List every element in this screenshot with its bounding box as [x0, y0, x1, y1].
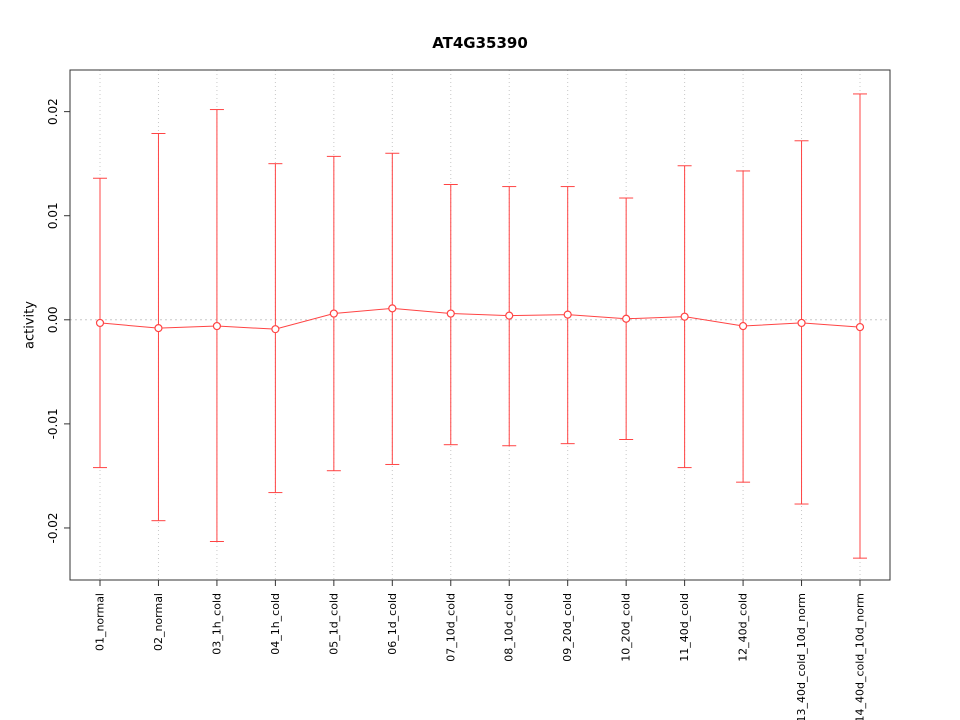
- y-tick-label: 0.01: [46, 202, 60, 229]
- x-tick-label: 05_1d_cold: [327, 593, 340, 655]
- mean-point: [622, 314, 631, 323]
- x-tick-label: 07_10d_cold: [444, 593, 457, 662]
- mean-point: [505, 311, 514, 320]
- x-tick-label: 09_20d_cold: [561, 593, 574, 662]
- mean-point: [797, 318, 806, 328]
- mean-point: [563, 310, 572, 319]
- x-tick-label: 14_40d_cold_10d_norm: [854, 593, 867, 720]
- mean-point: [95, 318, 105, 328]
- x-tick-label: 04_1h_cold: [269, 593, 282, 655]
- y-tick-label: 0.00: [46, 306, 60, 333]
- mean-point: [446, 309, 455, 318]
- chart-title: AT4G35390: [432, 34, 528, 52]
- x-tick-label: 03_1h_cold: [210, 593, 223, 655]
- mean-point: [680, 312, 689, 321]
- x-tick-label: 13_40d_cold_10d_norm: [795, 593, 808, 720]
- x-tick-label: 01_normal: [94, 593, 107, 651]
- mean-point: [329, 309, 338, 318]
- x-tick-label: 08_10d_cold: [503, 593, 516, 662]
- x-tick-label: 11_40d_cold: [678, 593, 691, 662]
- plot-box: [69, 69, 891, 581]
- x-tick-label: 10_20d_cold: [620, 593, 633, 662]
- x-tick-label: 06_1d_cold: [386, 593, 399, 655]
- y-tick-label: -0.02: [46, 512, 60, 543]
- y-tick-label: 0.02: [46, 98, 60, 125]
- mean-point: [855, 322, 865, 332]
- x-tick-label: 12_40d_cold: [737, 593, 750, 662]
- series-line: [99, 307, 861, 330]
- x-tick-label: 02_normal: [152, 593, 165, 651]
- mean-point: [738, 321, 748, 331]
- mean-point: [154, 324, 163, 333]
- mean-point: [388, 304, 397, 313]
- mean-point: [212, 321, 222, 331]
- y-tick-label: -0.01: [46, 408, 60, 439]
- mean-point: [271, 325, 280, 334]
